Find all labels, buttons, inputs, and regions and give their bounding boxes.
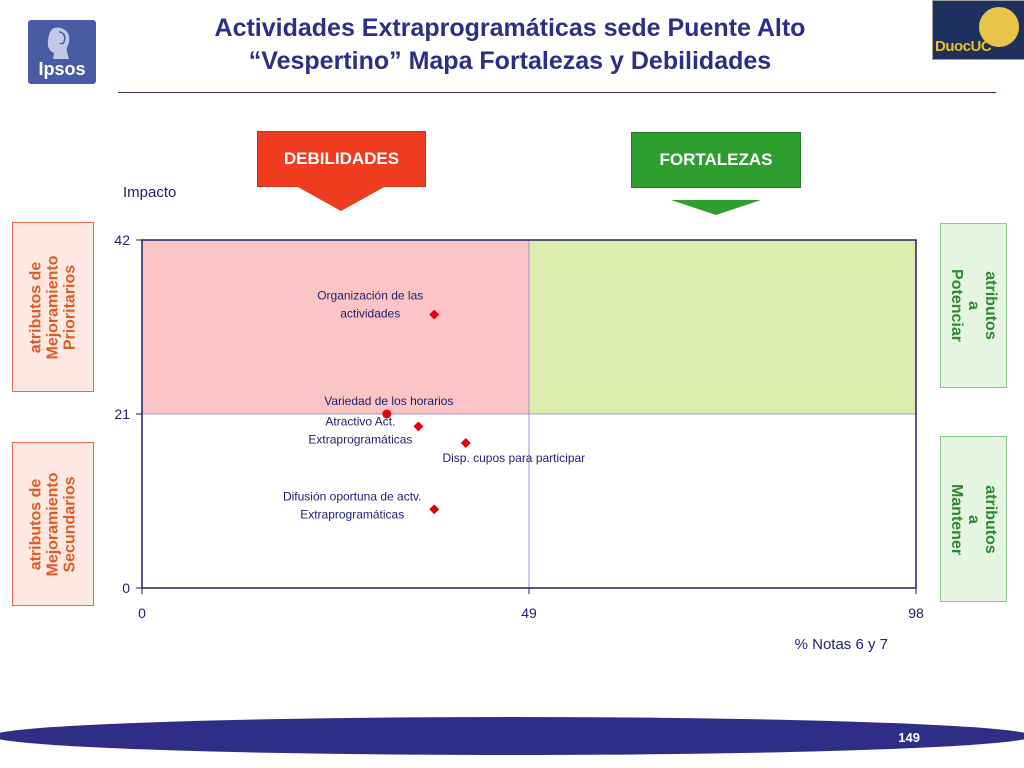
- side-label-mantener: atributos a Mantener: [940, 436, 1007, 602]
- data-label-line: Difusión oportuna de actv.: [283, 489, 422, 503]
- data-point: [382, 409, 392, 419]
- y-tick-label: 21: [114, 406, 130, 422]
- title-divider: [118, 92, 996, 93]
- duoc-seal-icon: [977, 5, 1021, 49]
- ipsos-logo: Ipsos: [28, 20, 96, 84]
- duoc-logo-text: DuocUC: [935, 38, 992, 55]
- data-point: [429, 504, 440, 515]
- data-label-line: Atractivo Act.: [325, 414, 395, 428]
- x-tick-label: 98: [908, 605, 924, 621]
- data-label: Atractivo Act. Extraprogramáticas: [308, 414, 412, 446]
- y-axis-label: Impacto: [123, 184, 176, 201]
- debilidades-arrow-icon: [296, 186, 386, 211]
- data-label: Organización de las actividades: [317, 289, 423, 321]
- debilidades-tag: DEBILIDADES: [257, 131, 426, 187]
- side-label-potenciar: atributos a Potenciar: [940, 223, 1007, 388]
- data-point: [460, 438, 471, 448]
- quadrant-fortalezas: [529, 240, 916, 414]
- y-tick-label: 42: [114, 232, 130, 248]
- data-label: Disp. cupos para participar: [442, 451, 585, 465]
- footer-band: [0, 717, 1024, 755]
- data-label-line: Disp. cupos para participar: [442, 451, 585, 465]
- ipsos-logo-text: Ipsos: [38, 59, 86, 79]
- x-tick-label: 0: [138, 605, 146, 621]
- quadrant-debilidades: [142, 240, 529, 414]
- data-label: Difusión oportuna de actv. Extraprogramát…: [283, 489, 422, 521]
- scatter-chart: 0 21 42 0 49 98 Impacto % Notas 6 y 7 Organizaci…: [114, 184, 924, 653]
- x-axis-label: % Notas 6 y 7: [795, 636, 888, 653]
- side-label-secundarios: atributos de Mejoramiento Secundarios: [12, 442, 94, 606]
- x-tick-label: 49: [521, 605, 537, 621]
- data-label: Variedad de los horarios: [324, 394, 453, 408]
- fortalezas-arrow-icon: [671, 200, 761, 215]
- y-tick-label: 0: [122, 580, 130, 596]
- data-point: [429, 309, 440, 320]
- side-label-prioritarios: atributos de Mejoramiento Prioritarios: [12, 222, 94, 392]
- page-number: 149: [898, 730, 920, 745]
- data-point: [413, 421, 424, 432]
- data-label-line: actividades: [340, 307, 400, 321]
- data-label-line: Organización de las: [317, 289, 423, 303]
- page-title: Actividades Extraprogramáticas sede Puen…: [160, 12, 860, 78]
- data-label-line: Variedad de los horarios: [324, 394, 453, 408]
- ipsos-head-icon: [47, 27, 70, 59]
- page-title-line-2: “Vespertino” Mapa Fortalezas y Debilidad…: [248, 47, 772, 75]
- fortalezas-tag: FORTALEZAS: [631, 132, 801, 188]
- page-title-line-1: Actividades Extraprogramáticas sede Puen…: [214, 14, 806, 42]
- data-label-line: Extraprogramáticas: [300, 507, 404, 521]
- data-label-line: Extraprogramáticas: [308, 432, 412, 446]
- duoc-logo: DuocUC: [932, 0, 1024, 60]
